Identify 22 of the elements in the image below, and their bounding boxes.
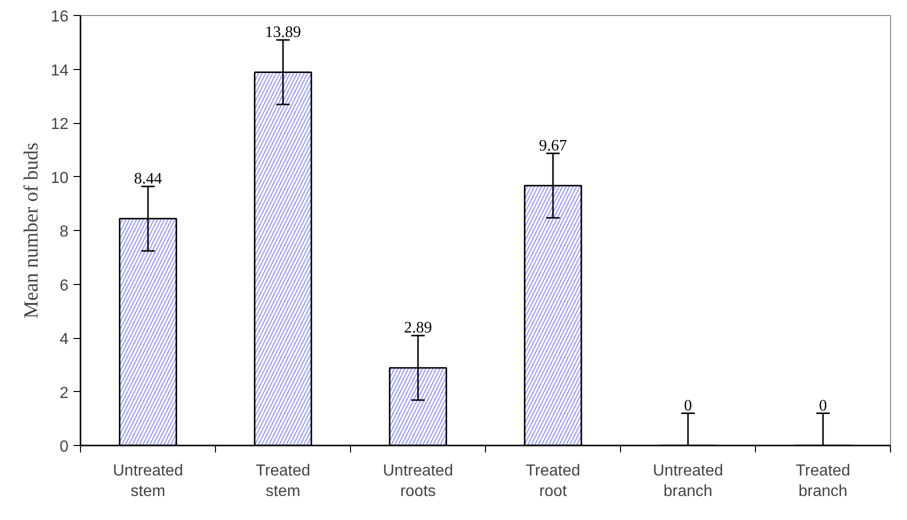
y-tick-label: 6: [60, 277, 69, 294]
y-tick-label: 10: [50, 170, 69, 187]
x-tick-label: Treated branch: [796, 462, 850, 500]
y-axis-title: Mean number of buds: [20, 142, 43, 319]
x-tick-label: Untreated branch: [652, 462, 724, 500]
data-label: 0: [819, 397, 827, 414]
x-tick-label: Treated root: [526, 462, 580, 500]
y-tick-label: 14: [50, 62, 69, 80]
y-tick-label: 2: [60, 384, 69, 402]
x-tick-label: Untreated stem: [112, 462, 184, 500]
y-tick-label: 4: [60, 331, 69, 348]
data-label: 8.44: [134, 170, 162, 188]
y-tick-label: 12: [50, 116, 69, 133]
data-label: 2.89: [404, 320, 432, 337]
x-tick-label: Untreated roots: [382, 462, 454, 500]
data-label: 0: [684, 397, 692, 414]
y-tick-label: 0: [60, 438, 69, 456]
y-tick-label: 16: [50, 8, 69, 26]
data-label: 13.89: [265, 24, 301, 41]
data-label: 9.67: [539, 137, 567, 154]
y-tick-label: 8: [60, 224, 69, 240]
x-tick-label: Treated stem: [256, 462, 310, 500]
